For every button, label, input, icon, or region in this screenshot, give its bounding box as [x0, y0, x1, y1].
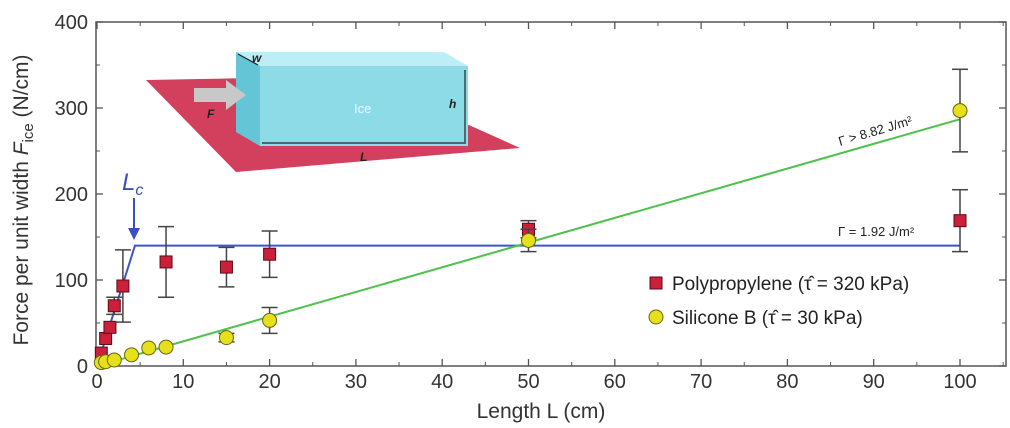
- y-tick-label: 200: [55, 184, 88, 206]
- data-point-silicone: [158, 339, 174, 355]
- data-point-polypropylene: [116, 279, 130, 293]
- lc-annotation: Lc: [122, 169, 143, 240]
- x-tick-label: 80: [776, 371, 798, 393]
- y-axis-title-unit: (N/cm): [10, 54, 33, 123]
- ice-block-front: [260, 66, 468, 146]
- x-tick-label: 40: [431, 371, 453, 393]
- y-axis-title-sub: ice: [20, 123, 37, 142]
- lc-label-sub: c: [135, 182, 143, 199]
- y-tick-label: 400: [55, 12, 88, 34]
- data-point-silicone: [521, 232, 536, 248]
- x-tick-label: 50: [517, 371, 539, 393]
- y-axis-title: Force per unit width Fice (N/cm): [10, 54, 37, 345]
- inset-schematic: w F Ice h L: [146, 51, 520, 172]
- lc-arrow-head: [128, 228, 140, 240]
- lc-label-main: L: [122, 169, 135, 196]
- x-tick-label: 70: [690, 371, 712, 393]
- data-point-silicone: [218, 330, 234, 346]
- data-point-polypropylene: [219, 260, 233, 274]
- axes: 0 10 20 30 40 50 60 70 80 90 100 0 100 200 300 400: [55, 12, 1006, 393]
- ice-block-top: [236, 52, 468, 66]
- data-point-silicone: [952, 103, 968, 119]
- y-tick-label: 0: [77, 356, 88, 378]
- w-dimension-line: [237, 53, 259, 66]
- data-point-polypropylene: [263, 247, 277, 261]
- x-tick-label: 10: [172, 371, 194, 393]
- data-point-silicone: [106, 352, 122, 368]
- plot-frame: [95, 21, 1007, 367]
- legend: Polypropylene (τ̂ = 320 kPa) Silicone B …: [648, 274, 909, 329]
- ice-block-side: [236, 52, 260, 146]
- inset-label-f: F: [207, 107, 215, 121]
- y-axis-title-main: Force per unit width: [10, 155, 33, 345]
- data-point-silicone: [141, 340, 157, 356]
- legend-marker-silicone: [648, 309, 664, 325]
- series-silicone: [93, 68, 968, 371]
- data-point-polypropylene: [103, 320, 117, 334]
- data-point-silicone: [262, 312, 278, 328]
- x-tick-label: 0: [91, 371, 102, 393]
- data-point-polypropylene: [953, 214, 967, 228]
- x-tick-label: 100: [943, 371, 976, 393]
- inset-label-h: h: [449, 97, 456, 111]
- inset-label-l: L: [360, 150, 367, 164]
- fit-label-polypropylene: Γ = 1.92 J/m²: [838, 224, 915, 239]
- x-tick-label: 60: [604, 371, 626, 393]
- data-point-polypropylene: [107, 299, 121, 313]
- x-tick-label: 90: [863, 371, 885, 393]
- data-series: [93, 68, 968, 371]
- lc-label: Lc: [122, 169, 143, 199]
- force-arrow: [194, 80, 246, 110]
- y-tick-label: 300: [55, 98, 88, 120]
- data-point-polypropylene: [159, 255, 173, 269]
- x-tick-label: 30: [345, 371, 367, 393]
- data-point-polypropylene: [99, 331, 113, 345]
- x-tick-label: 20: [258, 371, 280, 393]
- x-axis-title: Length L (cm): [477, 400, 606, 423]
- data-point-silicone: [124, 347, 140, 363]
- y-tick-label: 100: [55, 270, 88, 292]
- legend-label-silicone: Silicone B (τ̂ = 30 kPa): [672, 308, 863, 329]
- inset-label-ice: Ice: [354, 101, 371, 116]
- legend-label-polypropylene: Polypropylene (τ̂ = 320 kPa): [672, 274, 909, 295]
- legend-marker-polypropylene: [649, 276, 663, 290]
- series-polypropylene: [94, 188, 968, 360]
- inset-label-w: w: [252, 51, 262, 65]
- y-axis-title-symbol: F: [10, 141, 33, 155]
